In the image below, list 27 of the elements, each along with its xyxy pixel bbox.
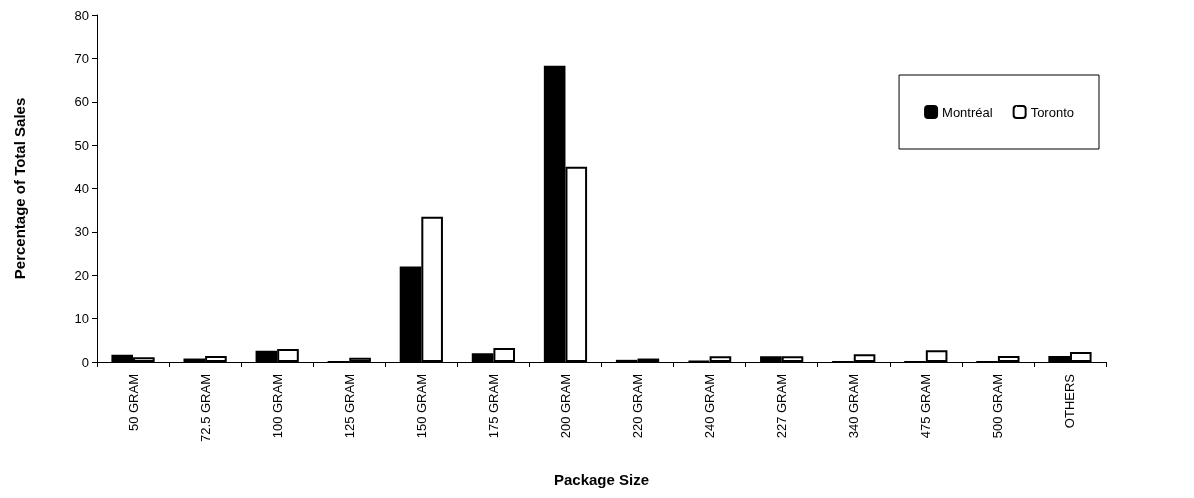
legend-label: Montréal [942,104,993,120]
y-tick-label: 70 [74,50,89,66]
x-tick-label: 50 GRAM [125,374,141,432]
y-tick-label: 80 [74,7,89,23]
x-tick-label: 475 GRAM [918,374,934,439]
x-tick-label: 150 GRAM [413,374,429,439]
x-tick-label: 220 GRAM [630,374,646,439]
x-tick-label: 175 GRAM [485,374,501,439]
y-tick-label: 20 [74,267,89,283]
y-tick-label: 50 [74,137,89,153]
y-tick-label: 0 [81,354,89,370]
x-tick-label: 340 GRAM [846,374,862,439]
x-tick-label: 72.5 GRAM [197,374,213,442]
y-tick-label: 60 [74,94,89,110]
x-tick-label: 125 GRAM [341,374,357,439]
x-tick-label: 500 GRAM [990,374,1006,439]
y-tick-label: 30 [74,224,89,240]
x-tick-label: 200 GRAM [557,374,573,439]
x-axis-title: Package Size [553,471,650,488]
x-tick-label: 227 GRAM [774,374,790,439]
legend-label: Toronto [1030,104,1075,120]
x-tick-label: 100 GRAM [269,374,285,439]
y-tick-label: 40 [74,181,89,196]
y-axis-title: Percentage of Total Sales [11,97,28,280]
y-tick-label: 10 [74,311,89,327]
x-tick-label: 240 GRAM [702,374,718,439]
x-tick-label: OTHERS [1062,373,1078,429]
